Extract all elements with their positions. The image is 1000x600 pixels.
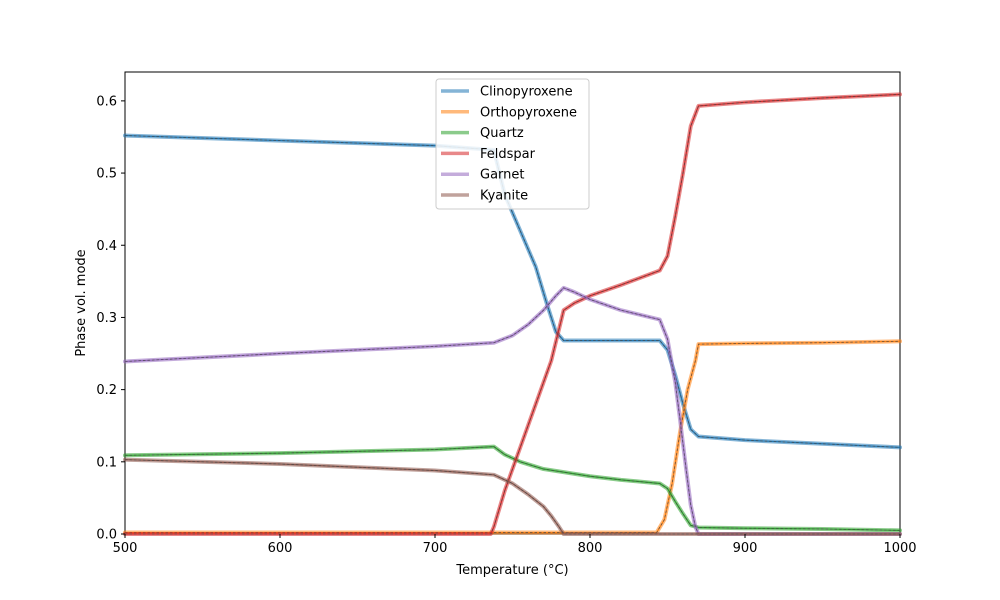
x-tick-label: 600 xyxy=(268,541,293,556)
legend-label: Kyanite xyxy=(480,189,528,204)
series-line-dashed xyxy=(125,340,901,533)
legend-item: Garnet xyxy=(441,168,525,183)
x-tick-label: 800 xyxy=(578,541,603,556)
x-tick-label: 500 xyxy=(113,541,138,556)
series-layer xyxy=(123,92,902,536)
legend-item: Kyanite xyxy=(441,189,528,204)
x-axis-label: Temperature (°C) xyxy=(455,563,568,578)
series-line xyxy=(123,285,902,536)
y-tick-label: 0.1 xyxy=(96,455,117,470)
legend-label: Quartz xyxy=(480,126,524,141)
series-quartz xyxy=(123,444,902,533)
series-line-dashed xyxy=(124,287,900,535)
series-line-inner xyxy=(124,287,900,535)
y-tick-label: 0.5 xyxy=(96,167,117,182)
series-line xyxy=(123,444,902,533)
y-tick-label: 0.2 xyxy=(96,383,117,398)
series-feldspar xyxy=(123,92,902,536)
series-line-dashed xyxy=(124,446,901,531)
series-line-inner xyxy=(125,340,901,534)
y-tick-label: 0.6 xyxy=(96,94,117,109)
legend-item: Feldspar xyxy=(441,147,536,162)
legend-item: Clinopyroxene xyxy=(441,85,573,100)
legend-item: Orthopyroxene xyxy=(441,105,577,120)
x-tick-label: 1000 xyxy=(883,541,916,556)
x-axis-ticks: 500 600 700 800 900 1000 xyxy=(113,534,917,556)
y-axis-ticks: 0.0 0.1 0.2 0.3 0.4 0.5 0.6 xyxy=(96,94,125,543)
y-tick-label: 0.4 xyxy=(96,239,117,254)
y-tick-label: 0.3 xyxy=(96,311,117,326)
legend-label: Clinopyroxene xyxy=(480,85,573,100)
series-line xyxy=(123,339,902,535)
x-tick-label: 900 xyxy=(733,541,758,556)
series-garnet xyxy=(123,285,902,536)
series-line-dashed xyxy=(124,459,900,535)
legend-label: Orthopyroxene xyxy=(480,105,577,120)
plot-area xyxy=(123,71,902,536)
legend: Clinopyroxene Orthopyroxene Quartz Feldspar… xyxy=(435,78,590,210)
legend-box xyxy=(435,78,590,210)
legend-label: Feldspar xyxy=(480,147,536,162)
y-tick-label: 0.0 xyxy=(96,528,117,543)
x-tick-label: 700 xyxy=(423,541,448,556)
y-axis-label: Phase vol. mode xyxy=(74,249,89,356)
series-orthopyroxene xyxy=(123,339,902,535)
series-line-dashed xyxy=(125,93,901,535)
legend-item: Quartz xyxy=(441,126,524,141)
legend-label: Garnet xyxy=(480,168,525,183)
